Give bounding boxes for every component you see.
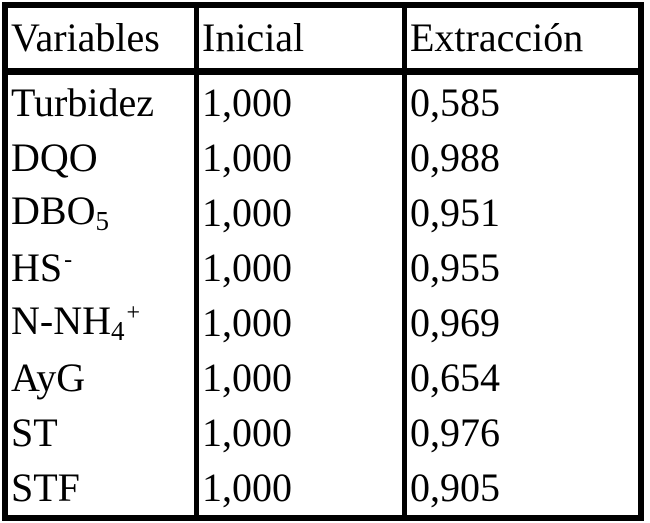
variable-cell: AyG [5,350,199,405]
header-cell: Variables [5,5,199,75]
variable-name: DBO [11,187,96,233]
variable-cell: Turbidez [5,71,199,130]
table-row: DBO5 1,000 0,951 [5,185,641,240]
table-row: Turbidez 1,000 0,585 [5,71,641,130]
table-body: Turbidez 1,000 0,585 DQO 1,000 0,988 DBO5 1,000… [5,71,641,518]
extraction-cell: 0,976 [410,409,500,455]
table-row: HS- 1,000 0,955 [5,240,641,295]
variable-name: HS [11,244,63,290]
variable-cell: N-NH4+ [5,295,199,350]
header-cell: Extracción [404,5,641,75]
table-row: DQO 1,000 0,988 [5,130,641,185]
extraction-cell: 0,905 [410,464,500,510]
table-row: N-NH4+ 1,000 0,969 [5,295,641,350]
variable-name: AyG [11,354,86,400]
subscript: 5 [95,205,109,236]
table-row: STF 1,000 0,905 [5,460,641,518]
initial-cell: 1,000 [196,460,407,518]
initial-cell: 1,000 [196,350,407,405]
variable-cell: STF [5,460,199,518]
superscript: - [64,246,73,273]
variable-name: STF [11,464,80,510]
table-head: Variables Inicial Extracción [5,5,641,75]
initial-cell: 1,000 [196,295,407,350]
variable-name: DQO [11,134,98,180]
subscript: 4 [110,315,125,346]
initial-cell: 1,000 [196,185,407,240]
variable-name: ST [11,409,58,455]
variable-cell: DQO [5,130,199,185]
extraction-cell: 0,654 [410,354,500,400]
header-row: Variables Inicial Extracción [5,5,641,75]
variable-cell: HS- [5,240,199,295]
variable-cell: ST [5,405,199,460]
initial-cell: 1,000 [196,405,407,460]
extraction-cell: 0,955 [410,244,500,290]
variable-name: Turbidez [11,79,154,125]
extraction-cell: 0,585 [410,79,500,125]
initial-cell: 1,000 [196,130,407,185]
extraction-cell: 0,969 [410,299,500,345]
extraction-cell: 0,951 [410,189,500,235]
variable-name: N-NH [11,297,111,343]
initial-cell: 1,000 [196,240,407,295]
initial-cell: 1,000 [196,71,407,130]
variable-cell: DBO5 [5,185,199,240]
extraction-cell: 0,988 [410,134,500,180]
table-row: ST 1,000 0,976 [5,405,641,460]
superscript: + [126,299,141,326]
table-row: AyG 1,000 0,654 [5,350,641,405]
header-cell: Inicial [196,5,407,75]
